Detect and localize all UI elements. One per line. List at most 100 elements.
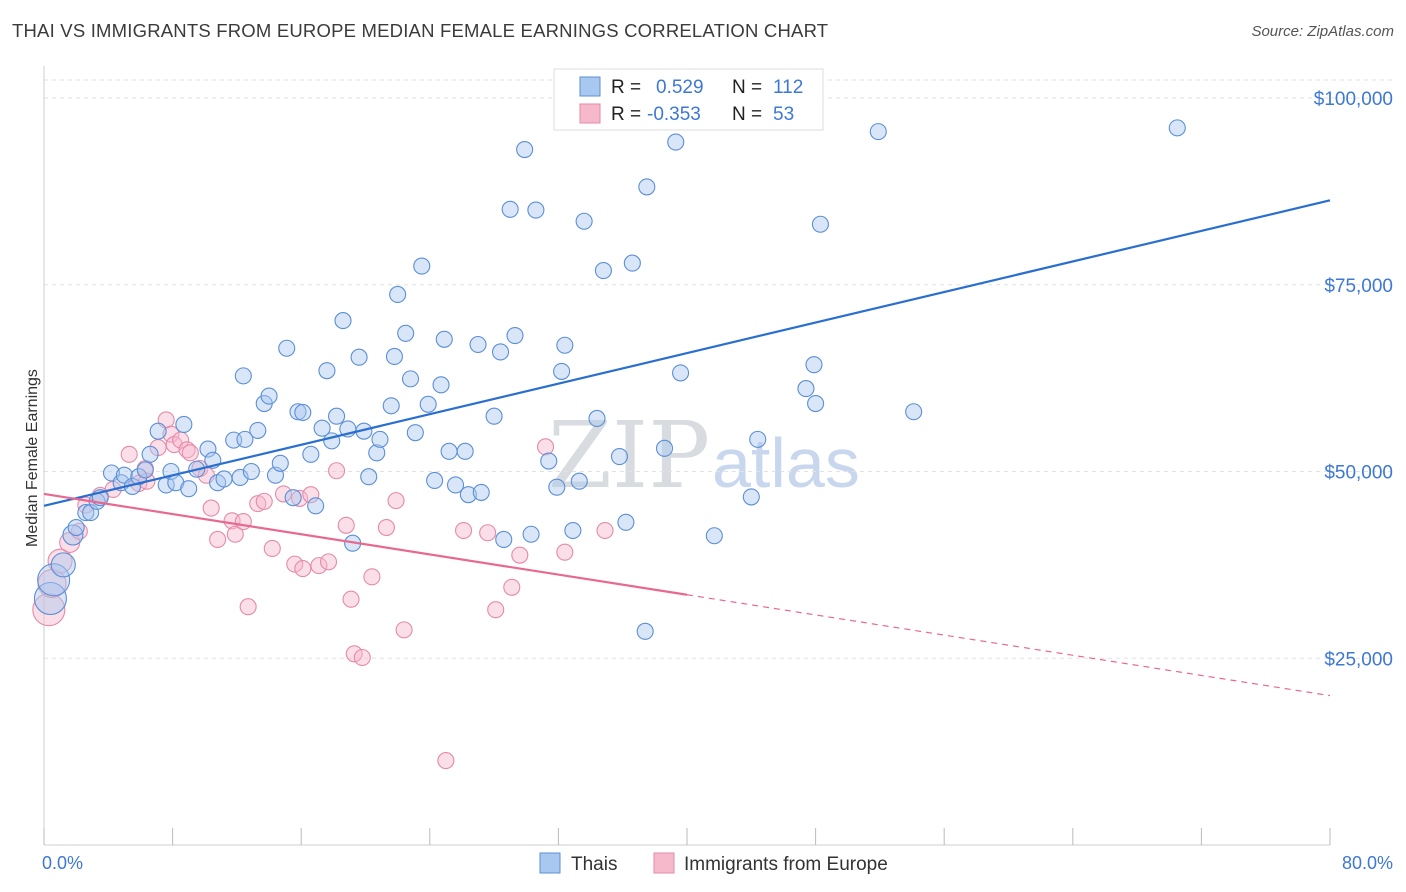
point-europe <box>377 518 395 537</box>
y-tick-label: $100,000 <box>1314 89 1393 110</box>
point-thais <box>260 387 278 405</box>
point-europe <box>310 557 328 575</box>
point-thais <box>328 407 346 425</box>
legend-n-label-thais: N = <box>732 77 762 98</box>
point-europe <box>226 525 244 543</box>
point-thais <box>485 407 503 425</box>
y-tick-label: $50,000 <box>1324 463 1393 484</box>
point-europe <box>162 425 180 443</box>
point-europe <box>286 555 304 573</box>
point-thais <box>797 380 815 398</box>
point-thais <box>807 394 825 413</box>
series-thais-points <box>33 119 1186 640</box>
watermark-zip: ZIP <box>548 402 710 509</box>
legend-swatch-europe <box>579 103 601 124</box>
point-europe <box>178 441 196 459</box>
point-thais <box>869 123 887 141</box>
point-thais <box>435 330 453 348</box>
watermark-atlas: atlas <box>712 424 860 502</box>
bottom-legend-swatch-europe <box>653 852 675 874</box>
point-thais <box>705 527 723 545</box>
point-europe <box>511 546 529 564</box>
point-thais <box>522 525 540 543</box>
point-thais <box>234 367 252 385</box>
point-europe <box>536 438 555 456</box>
point-europe <box>47 548 73 574</box>
legend-n-value-thais: 112 <box>773 77 803 98</box>
point-thais <box>350 348 368 366</box>
point-thais <box>136 461 154 479</box>
point-thais <box>527 201 545 219</box>
point-europe <box>181 444 199 462</box>
point-europe <box>479 524 497 542</box>
point-europe <box>319 553 338 571</box>
point-thais <box>50 552 76 578</box>
point-thais <box>1168 119 1186 137</box>
x-tick-label-max: 80.0% <box>1342 853 1393 873</box>
trend-line-thais <box>43 199 1331 507</box>
point-thais <box>446 476 465 494</box>
point-thais <box>389 285 407 304</box>
point-thais <box>472 483 490 501</box>
bottom-legend-label-thais: Thais <box>571 854 617 875</box>
point-thais <box>749 430 767 448</box>
point-thais <box>180 480 198 498</box>
point-thais <box>368 444 386 462</box>
legend-n-value-europe: 53 <box>773 104 794 125</box>
point-thais <box>540 452 558 470</box>
point-thais <box>175 415 193 433</box>
point-europe <box>395 621 413 639</box>
point-thais <box>636 622 654 640</box>
point-thais <box>905 403 923 421</box>
legend-r-label-thais: R = <box>611 77 641 98</box>
point-thais <box>236 430 254 448</box>
point-thais <box>271 454 289 472</box>
point-thais <box>130 468 148 486</box>
point-europe <box>342 590 360 608</box>
point-thais <box>553 362 571 380</box>
point-europe <box>596 521 614 540</box>
point-europe <box>345 645 363 663</box>
point-europe <box>263 539 281 557</box>
point-thais <box>655 439 674 457</box>
chart-title: THAI VS IMMIGRANTS FROM EUROPE MEDIAN FE… <box>12 20 829 41</box>
point-europe <box>302 486 320 504</box>
point-thais <box>294 403 312 422</box>
point-thais <box>289 403 307 421</box>
point-thais <box>491 343 510 361</box>
point-thais <box>371 430 389 448</box>
point-thais <box>469 335 487 354</box>
point-thais <box>811 215 829 233</box>
point-thais <box>37 563 71 597</box>
point-thais <box>242 462 260 481</box>
point-europe <box>387 492 405 510</box>
point-thais <box>149 422 167 440</box>
point-europe <box>120 445 138 463</box>
y-axis-label: Median Female Earnings <box>24 369 41 547</box>
point-thais <box>564 521 582 540</box>
point-thais <box>302 445 320 463</box>
point-thais <box>215 470 233 488</box>
correlation-legend: R = 0.529 N = 112 R = -0.353 N = 53 <box>553 68 824 131</box>
point-europe <box>239 598 257 616</box>
point-thais <box>575 212 593 230</box>
point-europe <box>294 560 312 578</box>
legend-r-value-thais: 0.529 <box>656 77 704 98</box>
series-europe-points <box>32 411 614 770</box>
point-thais <box>667 133 685 151</box>
point-europe <box>32 593 66 627</box>
bottom-legend-label-europe: Immigrants from Europe <box>684 854 888 875</box>
legend-n-label-europe: N = <box>732 104 762 125</box>
point-thais <box>397 324 415 342</box>
trend-lines <box>43 199 1331 697</box>
point-thais <box>459 486 477 504</box>
point-thais <box>742 488 760 506</box>
point-thais <box>516 140 534 159</box>
trend-line-europe-extrapolated <box>686 594 1331 697</box>
point-europe <box>249 495 267 513</box>
point-thais <box>313 419 331 437</box>
point-thais <box>360 468 378 486</box>
point-thais <box>307 497 325 515</box>
point-thais <box>77 504 95 522</box>
